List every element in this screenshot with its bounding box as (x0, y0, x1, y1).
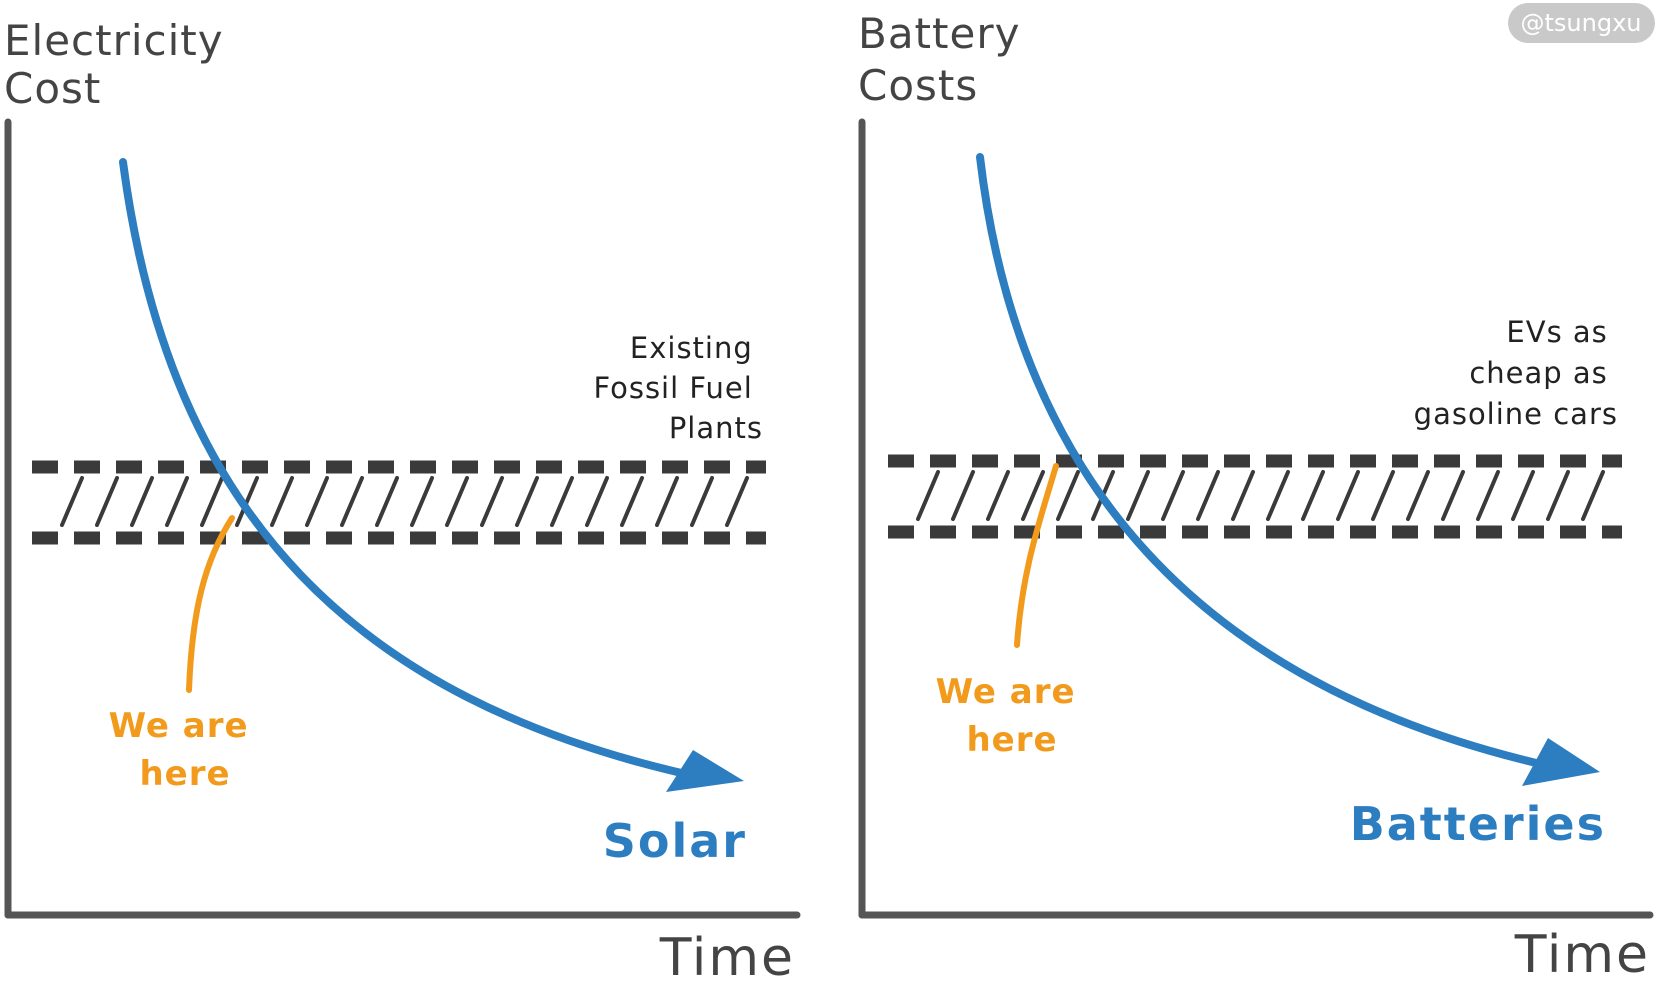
curve-arrowhead (666, 750, 744, 792)
y-axis-title: Electricity Cost (4, 16, 238, 113)
x-axis-title: Time (659, 928, 795, 985)
here-pointer (1014, 463, 1059, 648)
here-pointer (186, 515, 235, 693)
here-label-line-1: We are (936, 672, 1076, 712)
hatch-stroke (1511, 470, 1535, 521)
threshold-label-line-3: Plants (669, 411, 763, 445)
curve-label: Solar (603, 814, 747, 868)
hatch-stroke (130, 476, 154, 527)
curve-label: Batteries (1350, 797, 1606, 851)
hatch-stroke (1441, 470, 1465, 521)
hatch-stroke (916, 470, 940, 521)
here-label: We are here (936, 672, 1089, 760)
hatch-stroke (585, 476, 609, 527)
watermark-text: @tsungxu (1521, 9, 1642, 37)
hatch-stroke (1406, 470, 1430, 521)
threshold-label-line-2: Fossil Fuel (593, 371, 752, 405)
curve-arrowhead (1522, 738, 1600, 786)
hatch-stroke (1196, 470, 1220, 521)
threshold-label-line-3: gasoline cars (1414, 397, 1618, 431)
y-axis-title-line-2: Costs (858, 61, 978, 110)
hatch-stroke (480, 476, 504, 527)
watermark: @tsungxu (1508, 3, 1655, 43)
x-axis-title: Time (1514, 925, 1650, 985)
hatch-stroke (1021, 470, 1045, 521)
hatch-stroke (445, 476, 469, 527)
panel-battery: Battery Costs Time EVs as cheap as gasol… (858, 9, 1654, 985)
hatch-stroke (200, 476, 224, 527)
hatch-stroke (270, 476, 294, 527)
band-hatching (916, 470, 1605, 521)
hatch-stroke (410, 476, 434, 527)
y-axis-title-line-1: Electricity (4, 16, 224, 65)
hatch-stroke (550, 476, 574, 527)
threshold-label: EVs as cheap as gasoline cars (1414, 315, 1618, 431)
threshold-label-line-1: EVs as (1506, 315, 1607, 349)
hatch-stroke (375, 476, 399, 527)
hatch-stroke (986, 470, 1010, 521)
hatch-stroke (340, 476, 364, 527)
threshold-label-line-1: Existing (630, 331, 753, 365)
y-axis-title-line-1: Battery (858, 9, 1020, 58)
hatch-stroke (165, 476, 189, 527)
hatch-stroke (1231, 470, 1255, 521)
watermark-pill (1508, 3, 1655, 43)
here-label-line-1: We are (109, 706, 249, 746)
here-label-line-2: here (966, 720, 1057, 760)
hatch-stroke (1476, 470, 1500, 521)
threshold-band (32, 460, 766, 545)
panel-electricity: Electricity Cost Time Existing Fossil Fu… (4, 16, 801, 985)
hatch-stroke (951, 470, 975, 521)
hatch-stroke (1126, 470, 1150, 521)
hatch-stroke (1336, 470, 1360, 521)
band-hatching (60, 476, 749, 527)
y-axis-title-line-2: Cost (4, 64, 101, 113)
hatch-stroke (620, 476, 644, 527)
hatch-stroke (1546, 470, 1570, 521)
hatch-stroke (95, 476, 119, 527)
here-label: We are here (109, 706, 262, 794)
threshold-label-line-2: cheap as (1469, 356, 1607, 390)
hatch-stroke (655, 476, 679, 527)
hatch-stroke (1266, 470, 1290, 521)
hatch-stroke (1056, 470, 1080, 521)
hatch-stroke (515, 476, 539, 527)
cost-curve (119, 158, 694, 779)
hatch-stroke (305, 476, 329, 527)
hatch-stroke (1371, 470, 1395, 521)
hatch-stroke (690, 476, 714, 527)
hatch-stroke (1301, 470, 1325, 521)
hatch-stroke (725, 476, 749, 527)
hatch-stroke (1581, 470, 1605, 521)
hatch-stroke (1161, 470, 1185, 521)
threshold-label: Existing Fossil Fuel Plants (593, 331, 763, 445)
threshold-band (888, 454, 1622, 539)
cost-curve (976, 153, 1549, 769)
here-label-line-2: here (139, 754, 230, 794)
hatch-stroke (235, 476, 259, 527)
y-axis-title: Battery Costs (858, 9, 1035, 110)
hatch-stroke (60, 476, 84, 527)
